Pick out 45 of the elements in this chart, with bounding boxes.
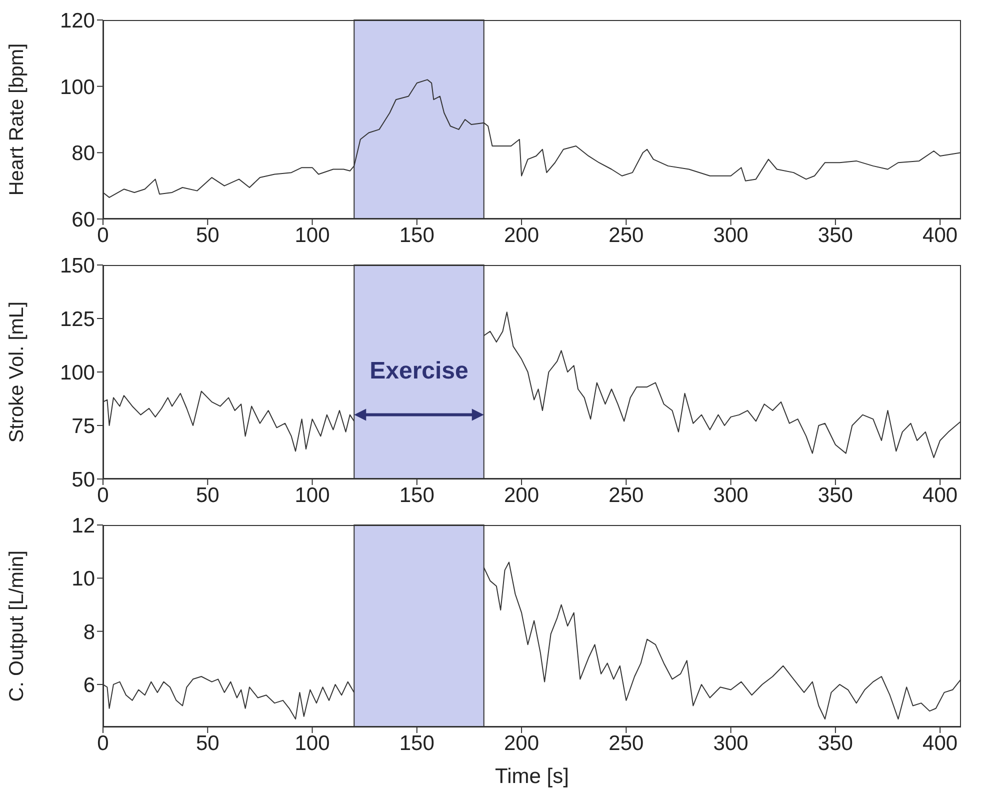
- y-tick-label: 75: [72, 414, 95, 438]
- x-tick-label: 250: [608, 484, 644, 507]
- x-tick-label: 150: [399, 224, 434, 247]
- y-tick-label: 80: [72, 142, 95, 166]
- x-tick-label: 100: [294, 732, 330, 755]
- x-axis-title: Time [s]: [495, 765, 569, 788]
- x-tick-label: 350: [818, 224, 853, 247]
- x-tick-label: 250: [608, 732, 644, 755]
- x-tick-label: 100: [294, 224, 330, 247]
- x-tick-label: 300: [713, 484, 748, 507]
- x-tick-label: 100: [294, 484, 330, 507]
- y-axis-title: Heart Rate [bpm]: [6, 43, 28, 196]
- y-tick-label: 100: [60, 76, 95, 99]
- x-tick-label: 200: [504, 484, 540, 507]
- y-tick-label: 12: [72, 514, 95, 538]
- y-axis-title: C. Output [L/min]: [6, 550, 28, 702]
- x-tick-label: 50: [196, 224, 220, 247]
- x-tick-label: 0: [97, 484, 109, 507]
- y-axis-title: Stroke Vol. [mL]: [6, 301, 28, 443]
- x-tick-label: 400: [922, 484, 958, 507]
- x-tick-label: 150: [399, 732, 434, 755]
- y-tick-label: 125: [60, 308, 95, 331]
- x-tick-label: 250: [608, 224, 644, 247]
- y-tick-label: 10: [72, 568, 95, 591]
- y-tick-label: 150: [60, 254, 95, 278]
- x-tick-label: 300: [713, 224, 748, 247]
- x-tick-label: 350: [818, 732, 853, 755]
- x-tick-label: 50: [196, 484, 220, 507]
- y-tick-label: 100: [60, 361, 95, 384]
- x-tick-label: 350: [818, 484, 853, 507]
- x-tick-label: 400: [922, 732, 958, 755]
- x-tick-label: 0: [97, 224, 109, 247]
- y-tick-label: 50: [72, 468, 95, 492]
- x-tick-label: 200: [504, 224, 540, 247]
- y-tick-label: 6: [83, 674, 95, 697]
- annotation: Exercise: [370, 357, 468, 384]
- x-tick-label: 400: [922, 224, 958, 247]
- y-tick-label: 8: [83, 620, 95, 644]
- x-tick-label: 200: [504, 732, 540, 755]
- x-tick-label: 0: [97, 732, 109, 755]
- x-tick-label: 150: [399, 484, 434, 507]
- x-tick-label: 300: [713, 732, 748, 755]
- x-tick-label: 50: [196, 732, 220, 755]
- y-tick-label: 60: [72, 208, 95, 232]
- y-tick-label: 120: [60, 9, 95, 32]
